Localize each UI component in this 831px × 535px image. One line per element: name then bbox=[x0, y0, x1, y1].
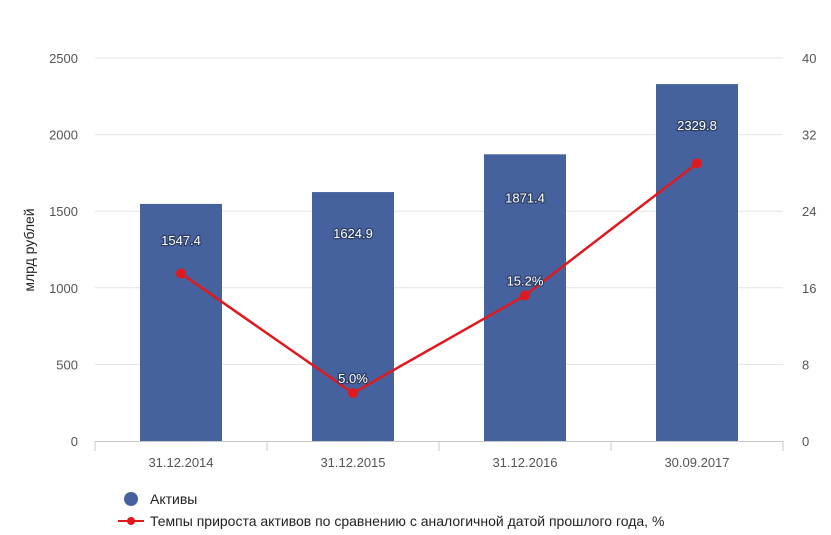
growth-line bbox=[180, 162, 698, 395]
chart: 31.12.2014 31.12.2015 31.12.2016 30.09.2017… bbox=[21, 51, 816, 470]
bar-series bbox=[140, 84, 738, 441]
y-tick-label-right: 40 bbox=[802, 51, 816, 66]
bar-data-label: 1871.4 bbox=[505, 190, 545, 205]
bar[interactable] bbox=[140, 203, 222, 441]
line-series bbox=[176, 158, 702, 399]
growth-point[interactable] bbox=[520, 290, 530, 301]
y-tick-label-left: 0 bbox=[71, 434, 78, 449]
x-tick-label: 30.09.2017 bbox=[664, 455, 729, 470]
legend-bar-swatch bbox=[118, 492, 144, 506]
y-tick-label-left: 500 bbox=[56, 357, 78, 372]
legend-item-assets[interactable]: Активы bbox=[118, 488, 664, 510]
y-tick-label-right: 0 bbox=[802, 434, 809, 449]
y-tick-label-left: 2500 bbox=[49, 51, 78, 66]
y-tick-label-right: 8 bbox=[802, 357, 809, 372]
data-labels: 1547.4 1624.9 1871.4 2329.8 5.0% 15.2% bbox=[160, 117, 718, 388]
growth-point[interactable] bbox=[692, 158, 702, 169]
x-tick-label: 31.12.2014 bbox=[148, 455, 213, 470]
legend: Активы Темпы прироста активов по сравнен… bbox=[118, 488, 664, 532]
y-tick-label-left: 1000 bbox=[49, 281, 78, 296]
legend-item-growth[interactable]: Темпы прироста активов по сравнению с ан… bbox=[118, 510, 664, 532]
bar[interactable] bbox=[312, 192, 394, 441]
growth-point[interactable] bbox=[176, 268, 186, 279]
y-axis-left: 0 500 1000 1500 2000 2500 bbox=[49, 51, 78, 449]
bar-data-label: 1624.9 bbox=[333, 226, 373, 241]
bar-data-label: 1547.4 bbox=[161, 233, 201, 248]
x-tick-label: 31.12.2016 bbox=[492, 455, 557, 470]
bar-data-label: 2329.8 bbox=[677, 118, 717, 133]
legend-label-assets: Активы bbox=[150, 491, 198, 507]
x-axis: 31.12.2014 31.12.2015 31.12.2016 30.09.2017 bbox=[94, 441, 784, 470]
x-tick-label: 31.12.2015 bbox=[320, 455, 385, 470]
y-tick-label-left: 1500 bbox=[49, 204, 78, 219]
line-data-label: 15.2% bbox=[507, 273, 544, 288]
line-data-label: 5.0% bbox=[338, 371, 368, 386]
legend-label-growth: Темпы прироста активов по сравнению с ан… bbox=[150, 513, 665, 529]
y-axis-right: 0 8 16 24 32 40 bbox=[802, 51, 816, 449]
y-axis-label: млрд рублей bbox=[21, 208, 37, 291]
legend-line-swatch bbox=[118, 514, 144, 528]
y-tick-label-right: 16 bbox=[802, 281, 816, 296]
bar[interactable] bbox=[656, 84, 738, 441]
growth-point[interactable] bbox=[348, 388, 358, 399]
y-tick-label-right: 24 bbox=[802, 204, 816, 219]
y-tick-label-right: 32 bbox=[802, 128, 816, 143]
y-tick-label-left: 2000 bbox=[49, 128, 78, 143]
